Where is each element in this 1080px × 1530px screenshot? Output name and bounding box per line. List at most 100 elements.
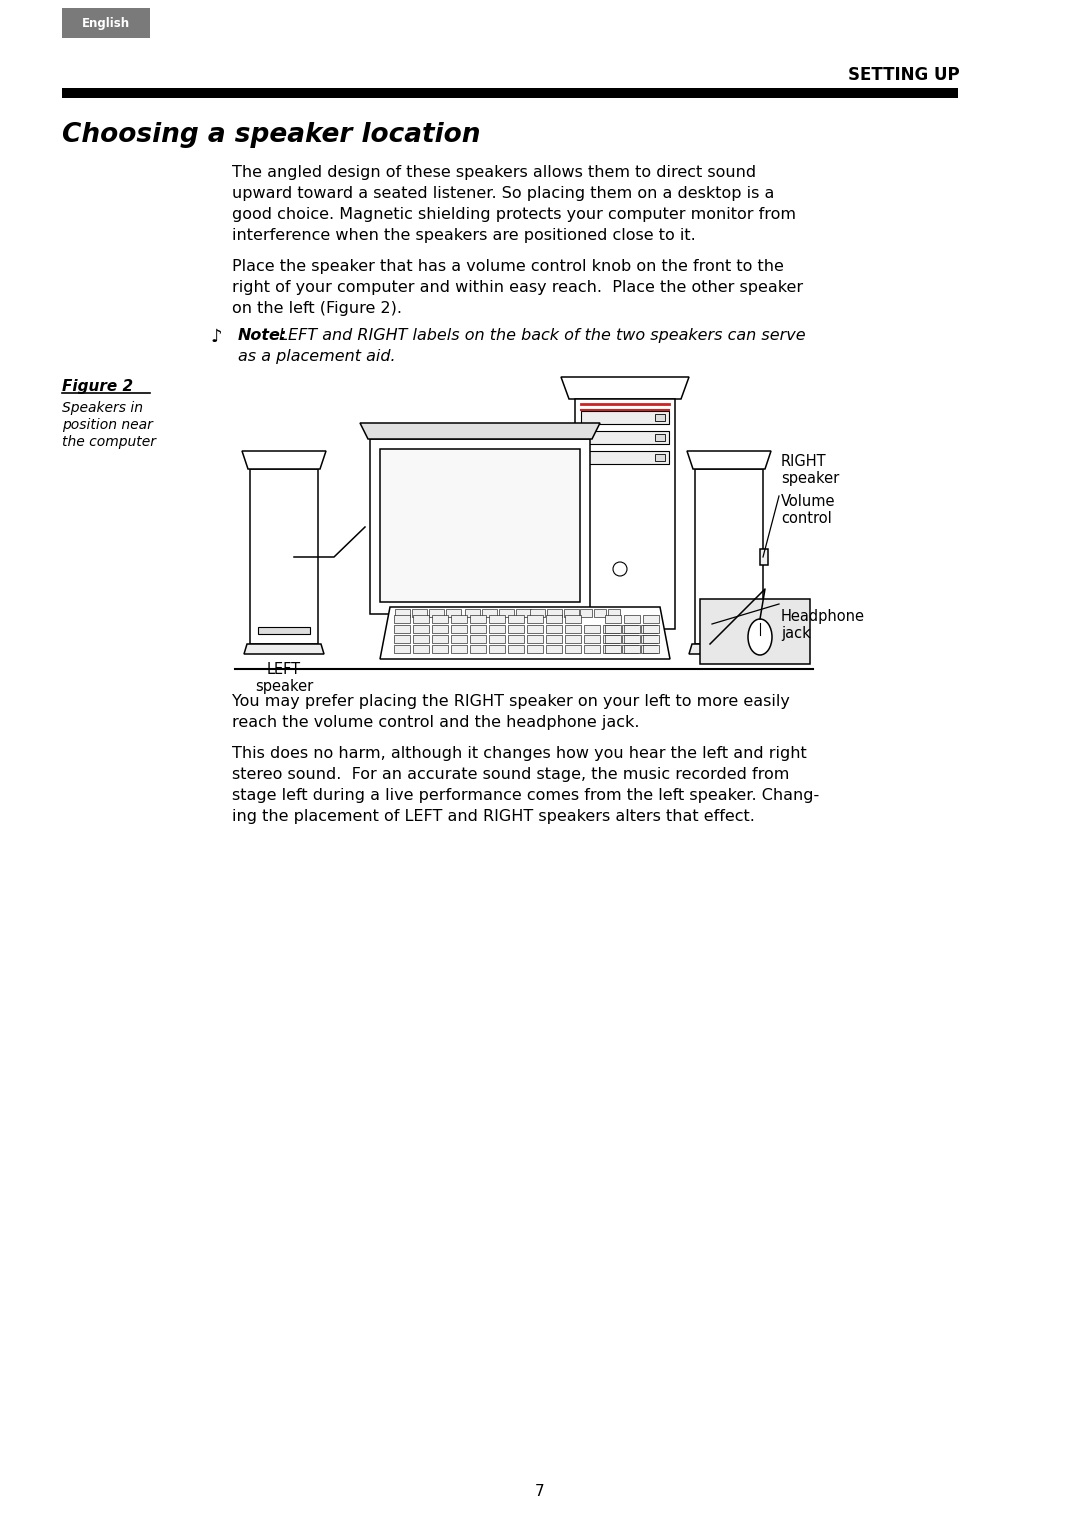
Text: position near: position near [62, 418, 153, 431]
Bar [603, 635, 619, 643]
Bar [370, 439, 590, 614]
Polygon shape [244, 644, 324, 653]
Text: English: English [82, 17, 130, 29]
Bar [432, 635, 448, 643]
Bar [624, 646, 640, 653]
Bar [527, 615, 543, 623]
Text: Figure 2: Figure 2 [62, 379, 133, 395]
Bar [508, 646, 524, 653]
Bar [581, 412, 669, 424]
Bar [394, 615, 410, 623]
Bar [62, 89, 958, 98]
Bar [703, 627, 755, 633]
Text: SETTING UP: SETTING UP [849, 66, 960, 84]
Text: ♪: ♪ [210, 327, 221, 346]
Bar [696, 470, 762, 644]
Bar [249, 470, 318, 644]
Text: the computer: the computer [62, 435, 156, 448]
Bar [451, 615, 467, 623]
Bar [489, 624, 505, 633]
Text: Speakers in: Speakers in [62, 401, 143, 415]
Text: Volume
control: Volume control [781, 494, 836, 526]
Bar [654, 454, 665, 461]
Bar [584, 624, 600, 633]
Bar [508, 635, 524, 643]
Bar [530, 609, 545, 617]
Bar [565, 615, 581, 623]
Text: Headphone
jack: Headphone jack [781, 609, 865, 641]
Bar [608, 609, 620, 617]
Text: This does no harm, although it changes how you hear the left and right: This does no harm, although it changes h… [232, 747, 807, 760]
Bar [482, 609, 497, 617]
Bar [499, 609, 514, 617]
Bar [470, 615, 486, 623]
Bar [575, 399, 675, 629]
Text: Choosing a speaker location: Choosing a speaker location [62, 122, 481, 148]
Text: upward toward a seated listener. So placing them on a desktop is a: upward toward a seated listener. So plac… [232, 187, 774, 200]
Bar [413, 646, 429, 653]
Bar [605, 615, 621, 623]
Bar [394, 635, 410, 643]
Bar [527, 624, 543, 633]
Bar [605, 635, 621, 643]
Bar [584, 646, 600, 653]
Bar [394, 624, 410, 633]
Circle shape [702, 620, 712, 629]
Text: The angled design of these speakers allows them to direct sound: The angled design of these speakers allo… [232, 165, 756, 181]
Polygon shape [689, 644, 769, 653]
Text: 7: 7 [536, 1484, 544, 1499]
Bar [489, 615, 505, 623]
Text: interference when the speakers are positioned close to it.: interference when the speakers are posit… [232, 228, 696, 243]
Bar [565, 624, 581, 633]
Bar [624, 615, 640, 623]
Text: RIGHT
speaker: RIGHT speaker [781, 454, 839, 487]
Bar [451, 646, 467, 653]
Bar [546, 609, 562, 617]
Bar [470, 624, 486, 633]
Bar [429, 609, 444, 617]
Polygon shape [561, 376, 689, 399]
Bar [624, 624, 640, 633]
Bar [546, 615, 562, 623]
Bar [643, 635, 659, 643]
Bar [546, 635, 562, 643]
Bar [622, 635, 638, 643]
Ellipse shape [748, 620, 772, 655]
Bar [581, 451, 669, 464]
Bar [470, 635, 486, 643]
Bar [508, 615, 524, 623]
Bar [432, 615, 448, 623]
Bar [411, 609, 427, 617]
Polygon shape [687, 451, 771, 470]
Bar [594, 609, 606, 617]
Text: LEFT and RIGHT labels on the back of the two speakers can serve: LEFT and RIGHT labels on the back of the… [274, 327, 806, 343]
Bar [451, 635, 467, 643]
Bar [451, 624, 467, 633]
Bar [603, 624, 619, 633]
Text: stage left during a live performance comes from the left speaker. Chang-: stage left during a live performance com… [232, 788, 820, 803]
Bar [516, 609, 531, 617]
Bar [584, 635, 600, 643]
Bar [432, 624, 448, 633]
Text: stereo sound.  For an accurate sound stage, the music recorded from: stereo sound. For an accurate sound stag… [232, 767, 789, 782]
Bar [580, 609, 592, 617]
Bar [581, 431, 669, 444]
Bar [546, 624, 562, 633]
Bar [413, 615, 429, 623]
Bar [413, 635, 429, 643]
Bar [468, 614, 492, 643]
Bar [642, 646, 657, 653]
Bar [489, 635, 505, 643]
Bar [465, 609, 480, 617]
Bar [605, 646, 621, 653]
Bar [603, 646, 619, 653]
Text: right of your computer and within easy reach.  Place the other speaker: right of your computer and within easy r… [232, 280, 804, 295]
Bar [622, 624, 638, 633]
Bar [62, 8, 150, 38]
Bar [643, 615, 659, 623]
Bar [527, 635, 543, 643]
Bar [258, 627, 310, 633]
Bar [546, 646, 562, 653]
Bar [380, 448, 580, 601]
Text: Note:: Note: [238, 327, 287, 343]
